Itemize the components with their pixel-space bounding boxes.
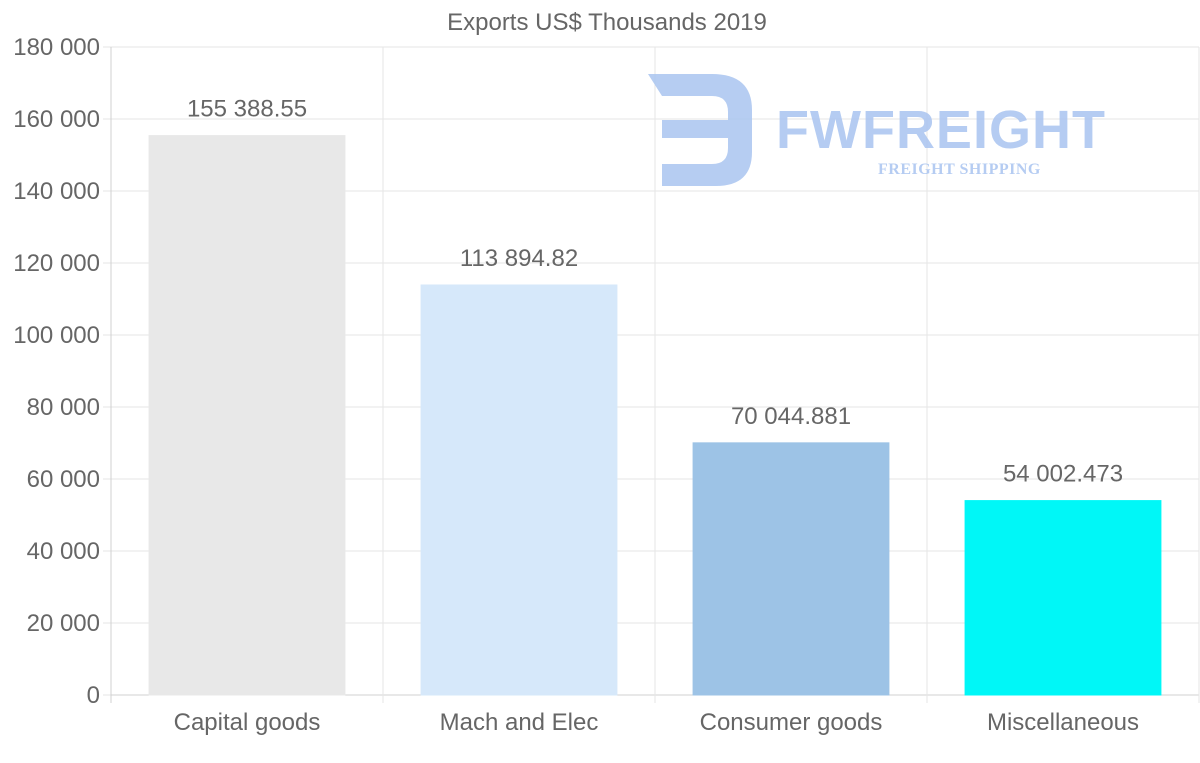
axes: 0 20 000 40 000 60 000 80 000 100 000 120 000 1…	[13, 34, 1139, 736]
y-tick-label: 160 000	[13, 106, 100, 133]
y-tick-label: 180 000	[13, 34, 100, 61]
watermark-tagline-text: FREIGHT SHIPPING	[878, 161, 1041, 178]
x-tick-label: Miscellaneous	[987, 709, 1139, 736]
bar-value-label: 155 388.55	[187, 96, 307, 123]
bar-mach-and-elec	[420, 284, 618, 696]
chart-title: Exports US$ Thousands 2019	[447, 9, 767, 36]
y-tick-label: 60 000	[27, 466, 100, 493]
y-tick-label: 40 000	[27, 538, 100, 565]
watermark-brand-text: FWFREIGHT	[776, 100, 1106, 160]
bar-consumer-goods	[692, 442, 890, 696]
watermark-logo-icon	[648, 74, 752, 186]
bar-value-label: 70 044.881	[731, 403, 851, 430]
y-tick-label: 140 000	[13, 178, 100, 205]
y-tick-label: 120 000	[13, 250, 100, 277]
bar-value-label: 54 002.473	[1003, 461, 1123, 488]
watermark-logo: FWFREIGHT FREIGHT SHIPPING	[648, 74, 1106, 186]
x-tick-label: Capital goods	[174, 709, 321, 736]
x-tick-label: Consumer goods	[700, 709, 883, 736]
bar-miscellaneous	[964, 500, 1162, 696]
y-tick-label: 0	[87, 682, 100, 709]
bar-value-label: 113 894.82	[460, 245, 578, 272]
x-tick-label: Mach and Elec	[440, 709, 599, 736]
bars	[148, 135, 1162, 696]
y-tick-label: 20 000	[27, 610, 100, 637]
y-tick-label: 80 000	[27, 394, 100, 421]
y-tick-label: 100 000	[13, 322, 100, 349]
bar-capital-goods	[148, 135, 346, 696]
data-labels: 155 388.55 113 894.82 70 044.881 54 002.473	[187, 96, 1123, 488]
